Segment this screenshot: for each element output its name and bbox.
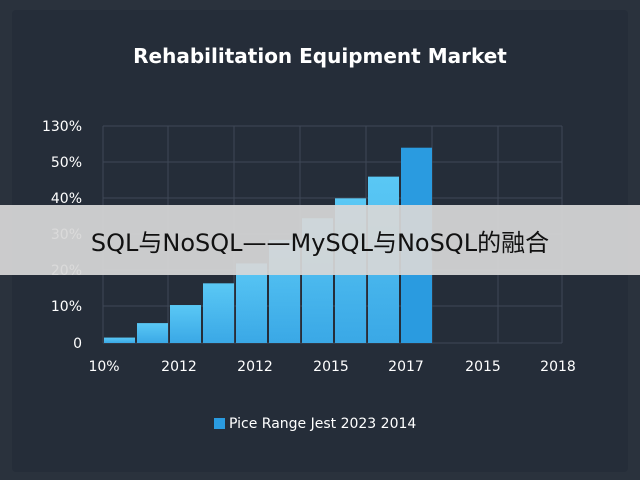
overlay-banner: SQL与NoSQL——MySQL与NoSQL的融合 <box>0 205 640 275</box>
x-tick-label: 2015 <box>313 359 349 375</box>
bar <box>236 263 267 343</box>
x-tick-label: 2012 <box>237 359 273 375</box>
x-tick-label: 2017 <box>388 359 424 375</box>
overlay-banner-text: SQL与NoSQL——MySQL与NoSQL的融合 <box>90 228 550 257</box>
x-tick-label: 2015 <box>465 359 501 375</box>
y-tick-label: 130% <box>42 119 82 135</box>
y-tick-label: 50% <box>51 155 82 171</box>
x-axis-ticks: 10% 2012 2012 2015 2017 2015 2018 <box>88 359 575 375</box>
x-tick-label: 2018 <box>540 359 576 375</box>
bars <box>104 147 432 343</box>
bar <box>170 305 201 343</box>
y-tick-label: 40% <box>51 191 82 207</box>
bar <box>104 337 135 343</box>
x-tick-label: 2012 <box>161 359 197 375</box>
bar <box>203 283 234 343</box>
y-tick-label: 10% <box>51 299 82 315</box>
chart-title: Rehabilitation Equipment Market <box>133 44 507 68</box>
y-tick-label: 0 <box>73 336 82 352</box>
x-tick-label: 10% <box>88 359 119 375</box>
bar <box>137 323 168 343</box>
legend-label: Pice Range Jest 2023 2014 <box>229 416 416 432</box>
legend: Pice Range Jest 2023 2014 <box>214 416 416 432</box>
legend-swatch <box>214 418 225 429</box>
